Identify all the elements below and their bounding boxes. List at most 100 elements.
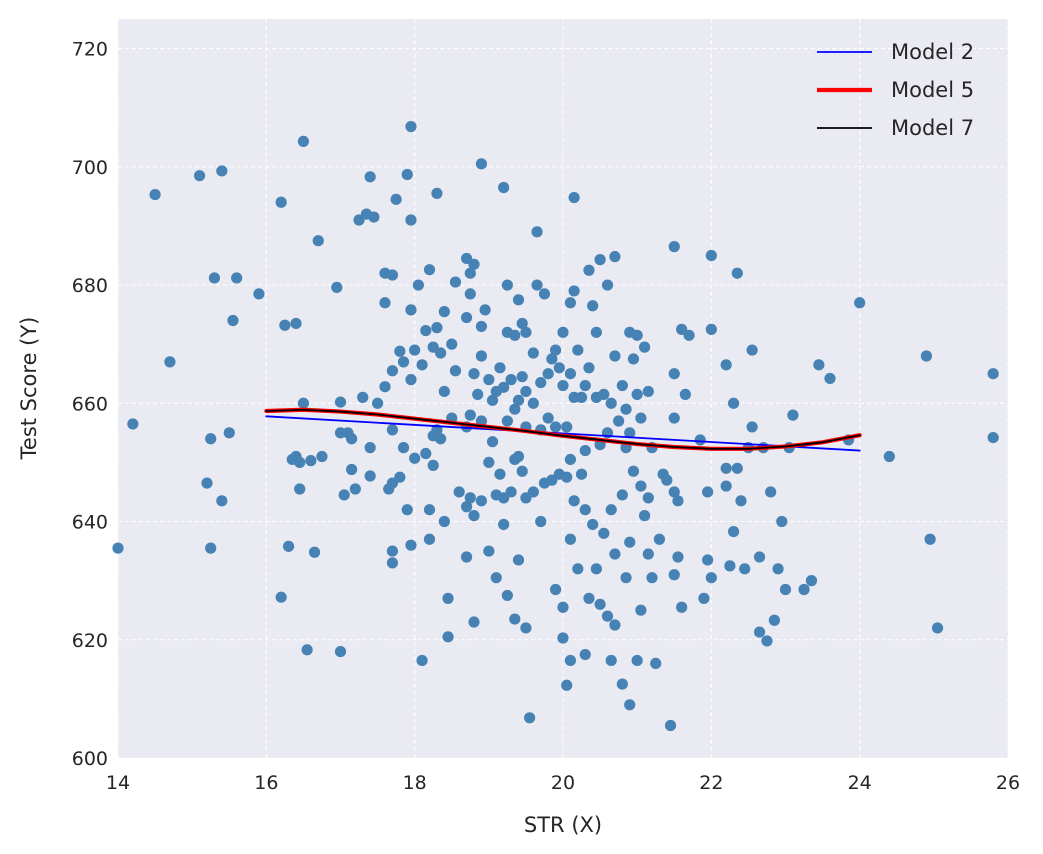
scatter-point xyxy=(668,368,680,380)
scatter-point xyxy=(635,480,647,492)
legend-label: Model 5 xyxy=(891,78,974,102)
scatter-point xyxy=(538,288,551,300)
scatter-point xyxy=(564,368,577,380)
scatter-point xyxy=(364,442,376,454)
scatter-point xyxy=(594,598,606,610)
scatter-point xyxy=(512,394,525,406)
scatter-point xyxy=(379,297,391,309)
scatter-point xyxy=(346,463,358,476)
scatter-point xyxy=(605,504,617,516)
scatter-point xyxy=(627,353,640,365)
scatter-point xyxy=(542,412,554,424)
y-axis-ticks: 600 620 640 660 680 700 720 xyxy=(72,39,108,770)
scatter-point xyxy=(386,557,399,569)
scatter-point xyxy=(349,483,361,495)
scatter-point xyxy=(505,486,517,498)
scatter-point xyxy=(798,583,810,596)
scatter-point xyxy=(987,431,999,444)
scatter-point xyxy=(931,622,944,634)
scatter-point xyxy=(486,436,499,448)
y-axis-label: Test Score (Y) xyxy=(17,317,41,461)
scatter-point xyxy=(653,533,666,545)
scatter-point xyxy=(805,575,818,587)
y-tick-label: 700 xyxy=(72,157,108,179)
scatter-point xyxy=(642,548,654,560)
scatter-point xyxy=(590,563,602,575)
scatter-point xyxy=(401,168,413,181)
scatter-point xyxy=(498,518,510,531)
scatter-point xyxy=(605,397,617,409)
scatter-point xyxy=(275,196,287,208)
scatter-point xyxy=(668,241,680,253)
scatter-point xyxy=(631,654,643,667)
scatter-point xyxy=(431,187,443,200)
scatter-point xyxy=(609,548,621,560)
model-2-line xyxy=(265,415,861,452)
scatter-point xyxy=(386,269,399,281)
scatter-point xyxy=(768,614,780,626)
scatter-point xyxy=(549,583,562,596)
scatter-point xyxy=(460,311,473,324)
scatter-point xyxy=(464,409,476,421)
scatter-point xyxy=(531,279,543,291)
scatter-point xyxy=(624,699,636,711)
scatter-point xyxy=(583,362,595,374)
scatter-point xyxy=(371,397,384,409)
scatter-point xyxy=(438,306,450,318)
scatter-point xyxy=(405,304,417,316)
scatter-point xyxy=(164,356,176,368)
scatter-point xyxy=(305,455,317,467)
scatter-point xyxy=(527,397,539,409)
x-tick-label: 16 xyxy=(254,772,278,794)
scatter-point xyxy=(412,279,424,291)
scatter-point xyxy=(386,545,399,557)
scatter-point xyxy=(438,515,450,528)
scatter-point xyxy=(501,415,513,427)
scatter-point xyxy=(727,397,740,409)
scatter-point xyxy=(609,251,621,263)
scatter-point xyxy=(731,462,743,474)
scatter-point xyxy=(598,527,610,539)
scatter-point xyxy=(498,181,510,194)
scatter-point xyxy=(776,515,788,528)
scatter-point xyxy=(331,281,343,294)
legend-label: Model 2 xyxy=(891,40,974,64)
x-tick-label: 20 xyxy=(551,772,575,794)
scatter-point xyxy=(609,350,621,362)
model-lines xyxy=(264,407,862,452)
scatter-point xyxy=(731,267,743,279)
scatter-point xyxy=(549,421,562,433)
scatter-point xyxy=(442,631,454,643)
scatter-point xyxy=(587,300,599,312)
scatter-point xyxy=(531,226,543,238)
scatter-point xyxy=(216,495,228,507)
scatter-point xyxy=(616,379,628,392)
scatter-point xyxy=(564,533,577,545)
scatter-point xyxy=(620,403,632,415)
scatter-point xyxy=(346,433,358,445)
scatter-point xyxy=(401,504,413,516)
scatter-point xyxy=(746,344,758,356)
scatter-point xyxy=(483,456,495,468)
scatter-point xyxy=(338,489,350,501)
y-tick-label: 640 xyxy=(72,512,108,534)
scatter-point xyxy=(720,462,732,474)
scatter-point xyxy=(579,444,591,457)
scatter-point xyxy=(720,359,732,371)
scatter-point xyxy=(512,450,525,463)
scatter-point xyxy=(468,616,480,628)
model-7-line xyxy=(265,408,861,450)
scatter-point xyxy=(279,319,291,331)
scatter-point xyxy=(405,214,417,226)
scatter-point xyxy=(253,288,265,300)
scatter-point xyxy=(724,560,736,572)
scatter-point xyxy=(583,592,595,604)
scatter-point xyxy=(672,495,684,507)
scatter-point xyxy=(638,510,651,522)
scatter-point xyxy=(694,434,706,446)
scatter-point xyxy=(423,264,436,276)
y-tick-label: 620 xyxy=(72,630,108,652)
scatter-point xyxy=(409,452,421,464)
scatter-point xyxy=(698,592,710,604)
